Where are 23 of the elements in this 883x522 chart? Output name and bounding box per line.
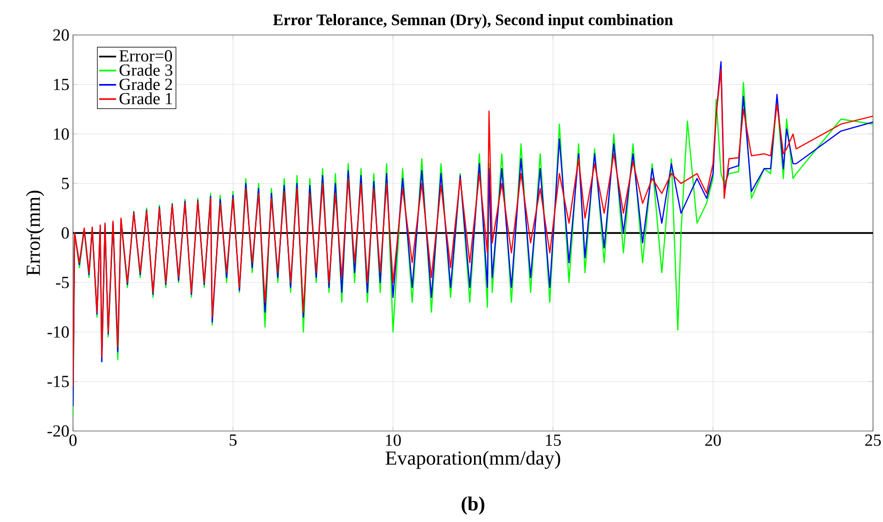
x-tick-label: 20 (705, 434, 721, 446)
y-tick-label: -10 (48, 326, 69, 338)
y-tick-label: 10 (54, 128, 69, 140)
y-tick-label: -15 (48, 376, 69, 388)
y-tick-label: 5 (62, 178, 69, 190)
x-axis-title: Evaporation(mm/day) (386, 450, 560, 469)
y-tick-label: 20 (53, 29, 69, 41)
chart-title: Error Telorance, Semnan (Dry), Second input combination (273, 14, 673, 28)
legend-label: Grade 2 (120, 78, 172, 90)
y-tick-label: -5 (56, 276, 69, 288)
x-tick-label: 15 (546, 434, 561, 446)
y-tick-label: 0 (62, 227, 69, 239)
y-tick-label: 15 (54, 78, 69, 90)
text: (b) (462, 496, 484, 515)
x-tick-label: 0 (69, 434, 77, 446)
legend-label: Grade 1 (120, 92, 172, 104)
legend-label: Error=0 (119, 50, 172, 62)
x-tick-label: 5 (230, 434, 237, 446)
y-tick-label: -20 (48, 425, 69, 437)
y-axis-title: Error(mm) (26, 190, 44, 276)
x-tick-label: 10 (386, 434, 401, 446)
x-tick-label: 25 (865, 434, 881, 446)
legend-label: Grade 3 (120, 64, 172, 76)
